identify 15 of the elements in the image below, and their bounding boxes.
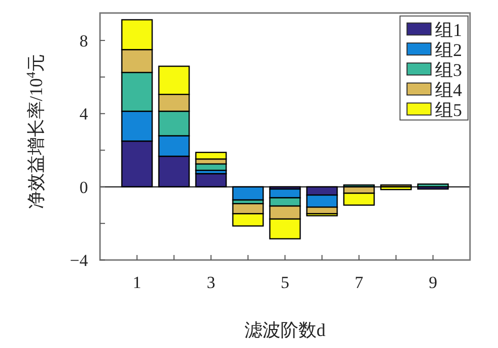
x-tick-label: 5 — [280, 273, 290, 292]
legend-label: 组2 — [435, 40, 462, 60]
x-tick-label: 7 — [354, 273, 364, 292]
legend-label: 组4 — [435, 80, 462, 100]
y-tick-label: −4 — [70, 251, 88, 270]
y-tick-label: 0 — [80, 178, 88, 197]
y-tick-label: 8 — [80, 31, 88, 50]
legend-label: 组1 — [435, 20, 462, 40]
x-axis-title: 滤波阶数d — [244, 320, 326, 340]
legend-label: 组3 — [435, 60, 462, 80]
x-tick-label: 9 — [428, 273, 438, 292]
x-tick-label: 1 — [132, 273, 142, 292]
y-tick-label: 4 — [80, 104, 88, 124]
x-tick-label: 3 — [206, 273, 216, 292]
legend-label: 组5 — [435, 100, 462, 120]
